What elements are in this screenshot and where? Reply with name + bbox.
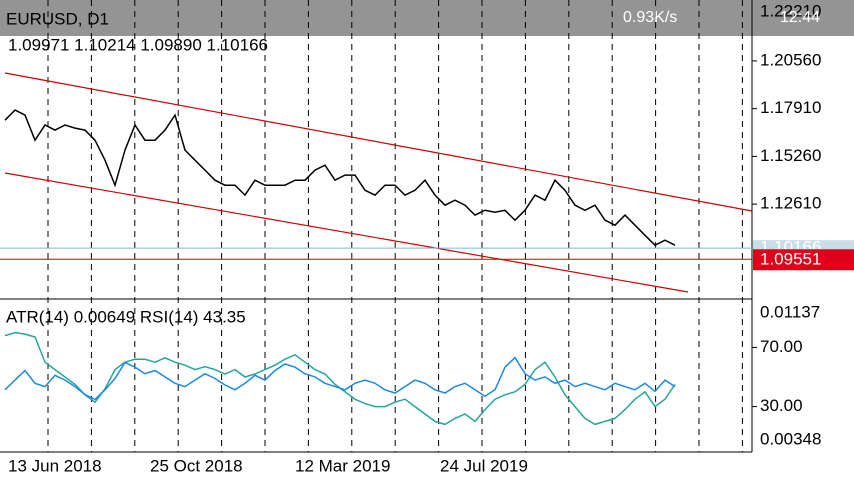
rsi-label: 70.00 (760, 337, 803, 356)
atr-line (4, 356, 676, 401)
price-label: 1.17910 (760, 98, 821, 117)
date-label: 24 Jul 2019 (440, 456, 528, 475)
price-label: 1.20560 (760, 50, 821, 69)
time-grid (47, 0, 743, 452)
indicator-label: ATR(14) 0.00649 RSI(14) 43.35 (6, 307, 246, 326)
date-label: 12 Mar 2019 (295, 456, 390, 475)
channel-top (4, 72, 753, 212)
price-label: 1.15260 (760, 146, 821, 165)
atr-label: 0.00348 (760, 429, 821, 448)
network-speed: 0.93K/s (623, 9, 677, 26)
status-bar (0, 0, 854, 36)
date-label: 13 Jun 2018 (8, 456, 102, 475)
clock: 12:44 (780, 9, 820, 26)
symbol: EURUSD, D1 (6, 9, 109, 28)
price-label-top: 1.22210 (760, 1, 821, 20)
ohlc: 1.09971 1.10214 1.09890 1.10166 (8, 35, 268, 54)
price-line (4, 109, 676, 247)
date-label: 25 Oct 2018 (150, 456, 243, 475)
level-label: 1.09551 (760, 250, 821, 269)
channel-bottom (4, 172, 689, 293)
atr-label: 0.01137 (760, 302, 820, 321)
price-label: 1.12610 (760, 194, 821, 213)
rsi-label: 30.00 (760, 396, 803, 415)
level-box (753, 249, 854, 271)
